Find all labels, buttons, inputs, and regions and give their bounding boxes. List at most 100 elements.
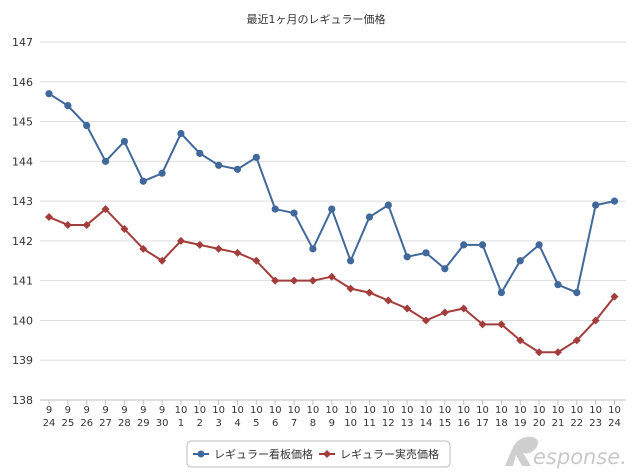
data-point[interactable] <box>610 292 619 301</box>
x-tick-day: 30 <box>156 418 169 429</box>
data-point[interactable] <box>403 304 412 313</box>
x-tick-day: 7 <box>291 418 297 429</box>
data-point[interactable] <box>120 137 128 146</box>
legend-label-actual: レギュラー実売価格 <box>340 447 439 461</box>
data-point[interactable] <box>573 289 581 297</box>
data-point[interactable] <box>497 320 506 329</box>
data-point[interactable] <box>610 197 619 205</box>
x-tick-day: 18 <box>495 418 508 429</box>
data-point[interactable] <box>347 257 355 265</box>
data-point[interactable] <box>252 256 261 265</box>
data-point[interactable] <box>233 165 242 173</box>
x-tick-month: 9 <box>159 405 165 416</box>
x-tick-day: 19 <box>514 418 527 429</box>
data-point[interactable] <box>215 161 223 169</box>
data-point[interactable] <box>83 121 91 130</box>
x-tick-day: 23 <box>589 418 602 429</box>
x-tick-day: 2 <box>197 418 203 429</box>
data-point[interactable] <box>592 201 600 209</box>
y-tick-label: 139 <box>12 354 33 367</box>
x-tick-day: 27 <box>99 418 112 429</box>
legend-item-signboard-price[interactable]: レギュラー看板価格 <box>193 447 313 461</box>
data-point[interactable] <box>63 220 72 229</box>
data-point[interactable] <box>497 289 505 297</box>
x-tick-month: 10 <box>589 405 602 416</box>
x-tick-day: 13 <box>401 418 414 429</box>
legend-marker-signboard <box>197 450 205 458</box>
data-point[interactable] <box>139 177 147 185</box>
chart-title: 最近1ヶ月のレギュラー価格 <box>247 12 386 26</box>
data-point[interactable] <box>290 209 298 217</box>
data-point[interactable] <box>45 213 53 222</box>
data-point[interactable] <box>177 129 185 138</box>
data-point[interactable] <box>535 241 543 249</box>
data-point[interactable] <box>591 316 600 325</box>
data-point[interactable] <box>327 272 336 281</box>
data-point[interactable] <box>271 276 280 285</box>
data-point[interactable] <box>365 288 374 297</box>
data-point[interactable] <box>82 220 91 229</box>
legend-box <box>186 440 451 468</box>
data-point[interactable] <box>384 201 392 209</box>
x-tick-month: 10 <box>363 405 376 416</box>
data-point[interactable] <box>441 265 449 273</box>
data-point[interactable] <box>271 205 279 213</box>
data-point[interactable] <box>101 157 110 165</box>
data-point[interactable] <box>422 316 430 325</box>
data-point[interactable] <box>328 205 336 213</box>
y-tick-label: 144 <box>12 155 33 168</box>
data-point[interactable] <box>384 296 393 305</box>
data-point[interactable] <box>158 256 167 265</box>
x-tick-month: 10 <box>307 405 320 416</box>
data-point[interactable] <box>516 257 524 265</box>
data-point[interactable] <box>196 149 204 157</box>
data-point[interactable] <box>290 276 299 285</box>
x-tick-month: 9 <box>102 405 108 416</box>
data-point[interactable] <box>516 336 525 345</box>
y-tick-label: 141 <box>12 275 33 288</box>
data-point[interactable] <box>176 236 185 245</box>
data-point[interactable] <box>308 276 317 285</box>
data-point[interactable] <box>214 244 223 253</box>
x-tick-day: 10 <box>344 418 357 429</box>
series-line <box>48 92 615 294</box>
x-tick-day: 20 <box>533 418 546 429</box>
data-point[interactable] <box>45 90 53 98</box>
x-tick-month: 9 <box>121 405 127 416</box>
data-point[interactable] <box>535 348 544 357</box>
data-point[interactable] <box>422 249 430 257</box>
data-point[interactable] <box>195 240 204 249</box>
data-point[interactable] <box>233 248 242 257</box>
data-point[interactable] <box>346 284 355 293</box>
data-point[interactable] <box>309 245 317 253</box>
data-point[interactable] <box>365 213 374 221</box>
data-point[interactable] <box>478 320 487 329</box>
x-tick-month: 10 <box>552 405 565 416</box>
data-point[interactable] <box>120 224 129 233</box>
data-point[interactable] <box>554 281 562 289</box>
data-point[interactable] <box>139 244 148 253</box>
data-point[interactable] <box>252 153 260 161</box>
data-point[interactable] <box>64 102 72 110</box>
x-tick-day: 26 <box>80 418 93 429</box>
legend-item-actual-price[interactable]: レギュラー実売価格 <box>319 447 439 461</box>
y-axis-ticks: 138 139 140 141 142 143 144 145 146 147 <box>12 36 33 407</box>
data-point[interactable] <box>460 241 468 249</box>
data-point[interactable] <box>478 241 487 249</box>
data-point[interactable] <box>572 336 581 345</box>
x-tick-month: 10 <box>420 405 433 416</box>
data-point[interactable] <box>440 308 449 317</box>
x-tick-month: 10 <box>382 405 395 416</box>
y-tick-label: 142 <box>12 235 33 248</box>
x-tick-month: 9 <box>65 405 71 416</box>
x-tick-month: 10 <box>250 405 263 416</box>
data-point[interactable] <box>459 304 468 313</box>
data-point[interactable] <box>403 253 411 261</box>
x-tick-month: 10 <box>231 405 244 416</box>
data-point[interactable] <box>101 205 110 214</box>
data-point[interactable] <box>553 348 562 357</box>
data-point[interactable] <box>158 169 166 177</box>
x-tick-month: 10 <box>457 405 470 416</box>
x-tick-day: 28 <box>118 418 131 429</box>
x-tick-month: 10 <box>175 405 188 416</box>
